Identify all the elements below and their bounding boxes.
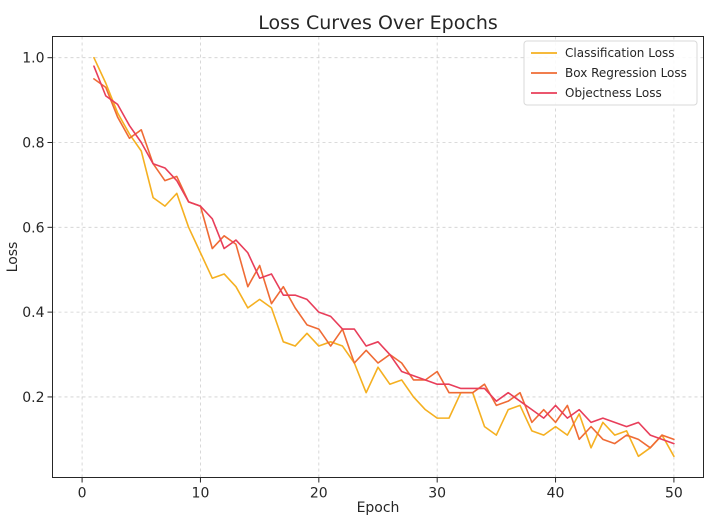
- x-tick-label: 20: [310, 486, 328, 502]
- x-tick-label: 50: [665, 486, 683, 502]
- classification-loss-line: [93, 56, 675, 458]
- x-tick-label: 30: [428, 486, 446, 502]
- legend: Classification Loss Box Regression Loss Ob…: [523, 40, 698, 106]
- axes: [52, 36, 704, 478]
- y-tick-label: 0.8: [22, 136, 44, 152]
- y-tick-label: 0.2: [22, 390, 44, 406]
- y-axis-title: Loss: [5, 242, 21, 273]
- x-axis-title: Epoch: [357, 500, 400, 516]
- x-tick-label: 0: [78, 486, 87, 502]
- plot-frame: [52, 36, 704, 478]
- y-tick-label: 0.4: [22, 305, 44, 321]
- objectness-loss-line: [93, 65, 675, 445]
- series-lines: [93, 56, 675, 458]
- legend-label-classification-loss: Classification Loss: [565, 46, 675, 60]
- box-regression-loss-line: [93, 78, 675, 449]
- grid: [52, 36, 704, 478]
- legend-box: [523, 40, 698, 106]
- legend-label-box-regression-loss: Box Regression Loss: [565, 66, 687, 80]
- x-tick-label: 40: [547, 486, 565, 502]
- chart-title: Loss Curves Over Epochs: [258, 12, 498, 34]
- x-tick-label: 10: [192, 486, 210, 502]
- y-tick-label: 1.0: [22, 51, 44, 67]
- legend-label-objectness-loss: Objectness Loss: [565, 86, 662, 100]
- y-tick-label: 0.6: [22, 220, 44, 236]
- ticks: 0 10 20 30 40 50 0.2 0.4 0.6 0.8 1.0: [22, 51, 683, 502]
